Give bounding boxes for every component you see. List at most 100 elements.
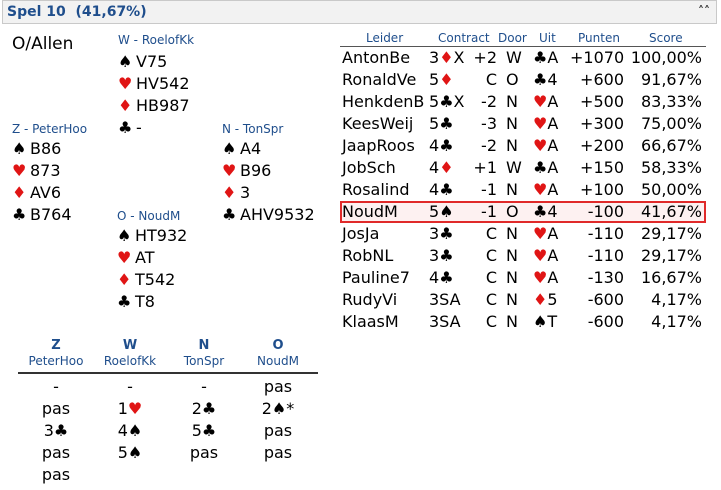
lead-suit-icon: ♠ — [533, 312, 548, 331]
hand-north: N - TonSpr ♠ A4 ♥ B96 ♦ 3 ♣ AHV9532 — [222, 122, 315, 226]
bid-cell: 3♣ — [18, 421, 94, 440]
opening-lead: ♣A — [533, 158, 558, 177]
points: -130 — [587, 268, 624, 287]
header-leider[interactable]: Leider — [366, 31, 404, 45]
player-name: RobNL — [342, 246, 394, 265]
bid-text: pas — [263, 421, 293, 440]
lead-suit-icon: ♣ — [533, 48, 548, 67]
opening-lead: ♦5 — [533, 290, 558, 309]
lead-card: A — [547, 48, 559, 67]
diamond-icon: ♦ — [222, 183, 237, 202]
south-diamonds: AV6 — [30, 183, 62, 202]
declarer: N — [506, 114, 518, 133]
contract-level: 3SA — [429, 290, 461, 309]
contract: 3♣ — [429, 246, 454, 265]
bid-row: - - - pas — [18, 374, 318, 396]
contract: 3SA — [429, 312, 461, 331]
contract-suit-icon: ♣ — [439, 246, 454, 265]
north-diamonds: 3 — [240, 183, 251, 202]
contract: 5♠ — [429, 202, 454, 221]
bid-cell: 4♠ — [92, 421, 168, 440]
player-name: RonaldVe — [342, 70, 417, 89]
table-row[interactable]: RudyVi 3SA C N ♦5 -600 4,17% — [340, 289, 706, 311]
opening-lead: ♣4 — [533, 70, 558, 89]
contract: 4♦ — [429, 158, 454, 177]
table-row[interactable]: JobSch 4♦ +1 W ♣A +150 58,33% — [340, 157, 706, 179]
bid-suit-icon: ♣ — [201, 399, 217, 418]
bid-player-label: NoudM — [257, 354, 299, 368]
bid-alert[interactable]: * — [286, 399, 295, 418]
points: +200 — [580, 136, 624, 155]
bid-cell: 5♠ — [92, 443, 168, 462]
contract: 4♣ — [429, 180, 454, 199]
header-punten[interactable]: Punten — [578, 31, 620, 45]
contract-result: C — [485, 312, 497, 331]
bid-seat-label: W — [122, 338, 138, 353]
table-row[interactable]: RobNL 3♣ C N ♥A -110 29,17% — [340, 245, 706, 267]
points: +1070 — [570, 48, 625, 67]
lead-card: A — [547, 224, 559, 243]
table-row[interactable]: Pauline7 4♣ C N ♥A -130 16,67% — [340, 267, 706, 289]
bid-text: pas — [41, 465, 71, 484]
lead-card: A — [547, 136, 559, 155]
hand-east-player: O - NoudM — [117, 209, 181, 223]
bid-suit-icon: ♠ — [127, 421, 143, 440]
lead-suit-icon: ♥ — [533, 224, 548, 243]
contract-result: C — [485, 268, 497, 287]
west-hearts: HV542 — [136, 74, 190, 93]
table-row[interactable]: JosJa 3♣ C N ♥A -110 29,17% — [340, 223, 706, 245]
declarer: W — [506, 48, 522, 67]
lead-suit-icon: ♦ — [533, 290, 548, 309]
contract-suit-icon: ♣ — [439, 224, 454, 243]
bid-player-label: RoelofKk — [103, 354, 157, 368]
board-header: Spel 10 (41,67%) ˄˄ — [2, 0, 717, 24]
bid-text: 4 — [117, 421, 128, 440]
table-row[interactable]: JaapRoos 4♣ -2 N ♥A +200 66,67% — [340, 135, 706, 157]
club-icon: ♣ — [222, 205, 237, 224]
heart-icon: ♥ — [118, 74, 133, 93]
score-percent: 100,00% — [630, 48, 702, 67]
score-percent: 16,67% — [640, 268, 702, 287]
bid-row: pas 5♠ pas pas — [18, 440, 318, 462]
score-percent: 66,67% — [640, 136, 702, 155]
table-row-selected[interactable]: NoudM 5♠ -1 O ♣4 -100 41,67% — [340, 201, 706, 223]
header-door[interactable]: Door — [498, 31, 527, 45]
header-contract[interactable]: Contract — [438, 31, 490, 45]
bid-text: pas — [263, 443, 293, 462]
player-name: Rosalind — [342, 180, 410, 199]
points: +150 — [580, 158, 624, 177]
header-score[interactable]: Score — [649, 31, 683, 45]
bid-suit-icon: ♣ — [201, 421, 217, 440]
contract-result: -3 — [481, 114, 497, 133]
double-chevron-up-icon[interactable]: ˄˄ — [698, 4, 710, 18]
results-header: Leider Contract Door Uit Punten Score — [340, 30, 706, 47]
points: -110 — [587, 224, 624, 243]
west-diamonds: HB987 — [136, 96, 190, 115]
bid-row: 3♣ 4♠ 5♣ pas — [18, 418, 318, 440]
bid-text: 2 — [191, 399, 202, 418]
contract-level: 4 — [429, 180, 440, 199]
points: +100 — [580, 180, 624, 199]
table-row[interactable]: KlaasM 3SA C N ♠T -600 4,17% — [340, 311, 706, 333]
table-row[interactable]: KeesWeij 5♣ -3 N ♥A +300 75,00% — [340, 113, 706, 135]
contract-suit-icon: ♦ — [439, 158, 454, 177]
hand-east: O - NoudM ♠ HT932 ♥ AT ♦ T542 ♣ T8 — [117, 209, 187, 313]
table-row[interactable]: HenkdenB 5♣X -2 N ♥A +500 83,33% — [340, 91, 706, 113]
header-uit[interactable]: Uit — [539, 31, 556, 45]
opening-lead: ♥A — [533, 246, 558, 265]
table-row[interactable]: Rosalind 4♣ -1 N ♥A +100 50,00% — [340, 179, 706, 201]
declarer: N — [506, 136, 518, 155]
player-name: JosJa — [342, 224, 380, 243]
east-diamonds: T542 — [135, 270, 176, 289]
dealer-vulnerability: O/Allen — [12, 34, 74, 54]
opening-lead: ♥A — [533, 92, 558, 111]
contract: 3♣ — [429, 224, 454, 243]
table-row[interactable]: RonaldVe 5♦ C O ♣4 +600 91,67% — [340, 69, 706, 91]
contract-result: -2 — [481, 92, 497, 111]
results-table: Leider Contract Door Uit Punten Score An… — [340, 30, 706, 333]
player-name: Pauline7 — [342, 268, 410, 287]
table-row[interactable]: AntonBe 3♦X +2 W ♣A +1070 100,00% — [340, 47, 706, 69]
contract: 4♣ — [429, 268, 454, 287]
club-icon: ♣ — [118, 118, 133, 137]
declarer: N — [506, 290, 518, 309]
